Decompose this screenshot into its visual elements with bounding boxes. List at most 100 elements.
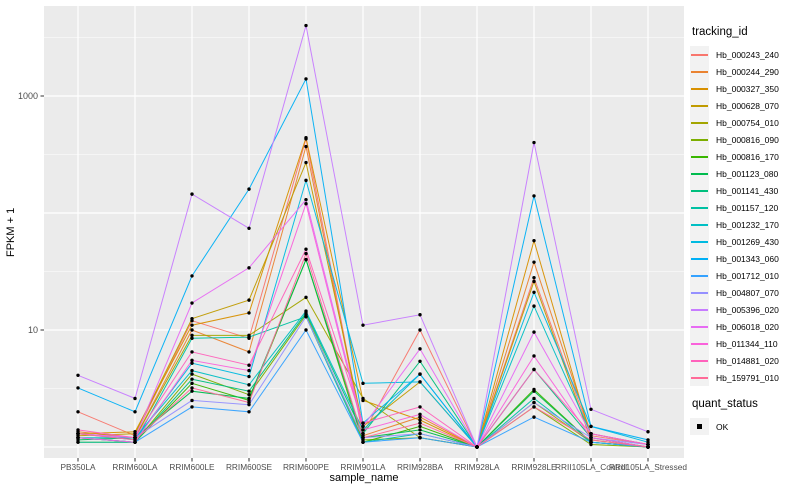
- legend-item-label: Hb_001157_120: [716, 202, 779, 213]
- data-point: [76, 386, 80, 390]
- data-point: [247, 335, 251, 339]
- data-point: [532, 238, 536, 243]
- data-point: [247, 350, 251, 354]
- data-point: [418, 328, 422, 332]
- data-point: [190, 368, 194, 373]
- data-point: [418, 380, 422, 384]
- legend-item: Hb_000327_350: [690, 80, 800, 97]
- legend-key-swatch: [690, 165, 709, 182]
- data-point: [532, 400, 536, 405]
- data-point: [532, 279, 536, 284]
- data-point: [190, 405, 194, 409]
- data-point: [190, 192, 194, 196]
- legend-item: Hb_001141_430: [690, 182, 800, 199]
- data-point: [304, 160, 308, 165]
- legend-item-label: Hb_004807_070: [716, 287, 779, 298]
- legend-item-label: Hb_000243_240: [716, 49, 779, 60]
- data-point: [418, 428, 422, 432]
- x-tick-label: RRIM600LA: [112, 462, 158, 472]
- legend-item-label: Hb_159791_010: [716, 372, 779, 383]
- data-point: [532, 415, 536, 419]
- quant-legend: quant_status OK: [690, 398, 800, 435]
- legend-item: Hb_001343_060: [690, 250, 800, 267]
- legend-item-label: Hb_005396_020: [716, 304, 779, 315]
- legend-line-icon: [691, 325, 708, 328]
- legend-item-label: Hb_014881_020: [716, 355, 779, 366]
- data-point: [532, 290, 536, 295]
- legend-item: Hb_006018_020: [690, 318, 800, 335]
- quant-key: [690, 418, 709, 435]
- x-tick-label: RRIM901LA: [340, 462, 386, 472]
- legend-item-label: Hb_011344_110: [716, 338, 778, 349]
- data-point: [247, 396, 251, 401]
- legend-item: Hb_005396_020: [690, 301, 800, 318]
- data-point: [589, 442, 593, 447]
- data-point: [304, 77, 308, 81]
- legend-line-icon: [691, 376, 708, 379]
- y-axis-title: FPKM + 1: [5, 207, 17, 257]
- data-point: [247, 311, 251, 315]
- black-square-point-icon: [697, 424, 702, 429]
- data-point: [247, 363, 251, 367]
- data-point: [646, 442, 650, 447]
- data-point: [646, 438, 650, 442]
- legend-key-swatch: [690, 318, 709, 335]
- data-point: [304, 178, 308, 183]
- y-tick-label: 10: [28, 325, 38, 335]
- data-point: [304, 309, 308, 313]
- data-point: [190, 398, 194, 403]
- legend-item-label: Hb_000816_090: [716, 134, 779, 145]
- legend-line-icon: [691, 206, 708, 209]
- data-point: [190, 361, 194, 365]
- data-point: [304, 295, 308, 300]
- data-point: [532, 389, 536, 393]
- data-point: [361, 431, 365, 436]
- legend-line-icon: [691, 70, 708, 73]
- legend-line-icon: [691, 223, 708, 226]
- quant-item-label: OK: [716, 421, 729, 432]
- data-point: [76, 440, 80, 444]
- x-tick-label: RRIM928LA: [454, 462, 500, 472]
- data-point: [76, 428, 80, 432]
- data-point: [418, 421, 422, 425]
- legend-line-icon: [691, 87, 708, 90]
- data-point: [304, 202, 308, 206]
- legend-item: Hb_011344_110: [690, 335, 800, 352]
- legend-items: Hb_000243_240 Hb_000244_290 Hb_000327_350 H…: [690, 46, 800, 386]
- legend-key-swatch: [690, 335, 709, 352]
- data-point: [247, 400, 251, 405]
- legend-item-label: Hb_000244_290: [716, 66, 779, 77]
- data-point: [418, 405, 422, 409]
- data-point: [133, 396, 137, 401]
- x-tick-label: RRII105LA_Stressed: [609, 462, 687, 472]
- data-point: [190, 274, 194, 278]
- data-point: [418, 424, 422, 429]
- data-point: [304, 247, 308, 251]
- data-point: [190, 358, 194, 363]
- legend-title-tracking: tracking_id: [692, 26, 748, 38]
- data-point: [361, 424, 365, 429]
- data-point: [418, 415, 422, 419]
- data-point: [190, 350, 194, 354]
- data-point: [418, 431, 422, 436]
- legend-item: Hb_001269_430: [690, 233, 800, 250]
- data-point: [532, 194, 536, 198]
- data-point: [646, 430, 650, 434]
- legend-key-swatch: [690, 182, 709, 199]
- data-point: [532, 275, 536, 280]
- data-point: [532, 367, 536, 372]
- data-point: [190, 333, 194, 338]
- legend-line-icon: [691, 172, 708, 175]
- x-tick-label: RRIM928BA: [397, 462, 444, 472]
- data-point: [532, 330, 536, 334]
- data-point: [76, 431, 80, 436]
- legend-key-swatch: [690, 284, 709, 301]
- data-point: [532, 304, 536, 308]
- data-point: [532, 354, 536, 358]
- legend-key-swatch: [690, 233, 709, 250]
- data-point: [361, 396, 365, 401]
- data-point: [361, 381, 365, 386]
- data-point: [304, 251, 308, 256]
- data-point: [190, 301, 194, 305]
